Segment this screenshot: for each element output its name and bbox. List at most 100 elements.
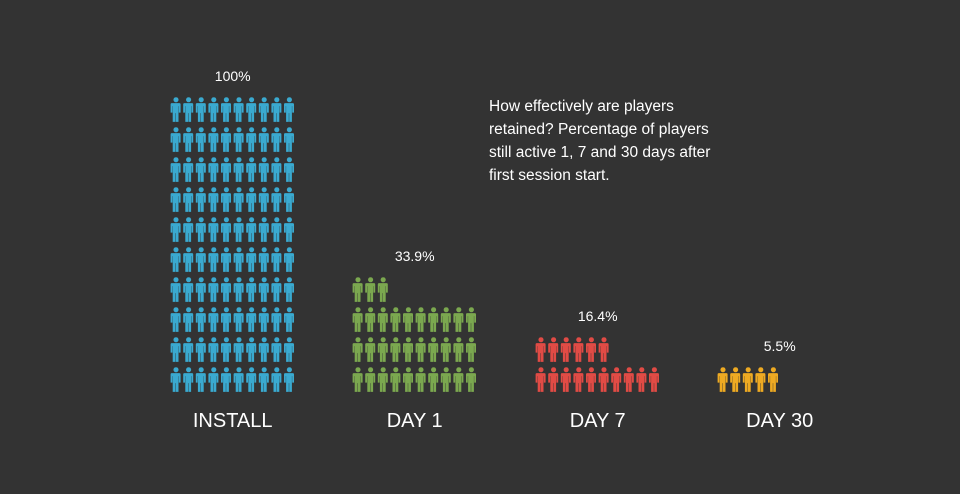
person-icon <box>221 247 231 272</box>
person-icon <box>403 337 413 362</box>
person-icon <box>170 367 181 392</box>
person-icon <box>271 187 282 212</box>
person-icon <box>208 127 219 152</box>
person-icon <box>453 307 464 332</box>
person-icon <box>183 307 194 332</box>
person-icon <box>170 277 181 302</box>
person-icon <box>284 367 294 392</box>
person-icon <box>598 367 609 392</box>
person-icon <box>535 367 546 392</box>
person-icon <box>768 367 778 392</box>
person-icon <box>717 367 728 392</box>
person-icon <box>221 307 231 332</box>
person-icon <box>258 97 269 122</box>
person-icon <box>195 187 206 212</box>
person-icon <box>428 367 439 392</box>
person-icon <box>170 97 181 122</box>
person-icon <box>284 97 294 122</box>
person-icon <box>781 367 791 392</box>
person-icon <box>183 247 194 272</box>
category-label: INSTALL <box>193 410 273 432</box>
person-icon <box>208 247 219 272</box>
person-icon <box>246 367 257 392</box>
person-icon <box>377 307 388 332</box>
person-icon <box>284 127 294 152</box>
person-icon <box>258 367 269 392</box>
person-icon <box>208 277 219 302</box>
person-icon <box>352 367 363 392</box>
person-icon <box>466 337 476 362</box>
person-icon <box>246 307 257 332</box>
person-icon <box>183 337 194 362</box>
person-icon <box>415 307 426 332</box>
person-icon <box>183 127 194 152</box>
person-icon <box>208 187 219 212</box>
person-icon <box>246 97 257 122</box>
person-icon <box>271 157 282 182</box>
person-icon <box>636 367 647 392</box>
person-icon <box>246 127 257 152</box>
person-icon <box>233 127 244 152</box>
bar-day-30 <box>717 367 791 392</box>
person-icon <box>271 247 282 272</box>
person-icon <box>170 127 181 152</box>
person-icon <box>352 337 363 362</box>
person-icon <box>390 307 401 332</box>
person-icon <box>233 157 244 182</box>
person-icon <box>284 337 294 362</box>
person-icon <box>365 277 376 302</box>
person-icon <box>271 127 282 152</box>
person-icon <box>208 217 219 242</box>
person-icon <box>284 157 294 182</box>
person-icon <box>233 337 244 362</box>
person-icon <box>258 277 269 302</box>
person-icon <box>730 367 741 392</box>
person-icon <box>453 367 464 392</box>
person-icon <box>246 157 257 182</box>
person-icon <box>560 337 571 362</box>
person-icon <box>284 187 294 212</box>
person-icon <box>271 337 282 362</box>
person-icon <box>573 337 584 362</box>
person-icon <box>170 307 181 332</box>
person-icon <box>755 367 766 392</box>
person-icon <box>258 217 269 242</box>
person-icon <box>246 217 257 242</box>
person-icon <box>221 277 231 302</box>
person-icon <box>649 367 659 392</box>
person-icon <box>284 307 294 332</box>
person-icon <box>271 217 282 242</box>
person-icon <box>183 367 194 392</box>
person-icon <box>183 157 194 182</box>
person-icon <box>611 337 621 362</box>
person-icon <box>258 247 269 272</box>
person-icon <box>221 187 231 212</box>
person-icon <box>415 337 426 362</box>
person-icon <box>195 217 206 242</box>
person-icon <box>284 277 294 302</box>
person-icon <box>377 367 388 392</box>
person-icon <box>365 307 376 332</box>
person-icon <box>233 307 244 332</box>
chart-annotation: How effectively are players retained? Pe… <box>489 98 711 184</box>
person-icon <box>415 367 426 392</box>
person-icon <box>611 367 622 392</box>
person-icon <box>623 367 634 392</box>
person-icon <box>548 337 559 362</box>
person-icon <box>377 337 388 362</box>
person-icon <box>170 217 181 242</box>
person-icon <box>233 277 244 302</box>
person-icon <box>284 247 294 272</box>
person-icon <box>573 367 584 392</box>
person-icon <box>221 97 231 122</box>
person-icon <box>466 367 476 392</box>
person-icon <box>233 187 244 212</box>
person-icon <box>195 127 206 152</box>
bar-install <box>170 97 294 392</box>
person-icon <box>352 307 363 332</box>
bar-day-1 <box>352 277 476 392</box>
person-icon <box>195 247 206 272</box>
person-icon <box>246 187 257 212</box>
person-icon <box>742 367 753 392</box>
